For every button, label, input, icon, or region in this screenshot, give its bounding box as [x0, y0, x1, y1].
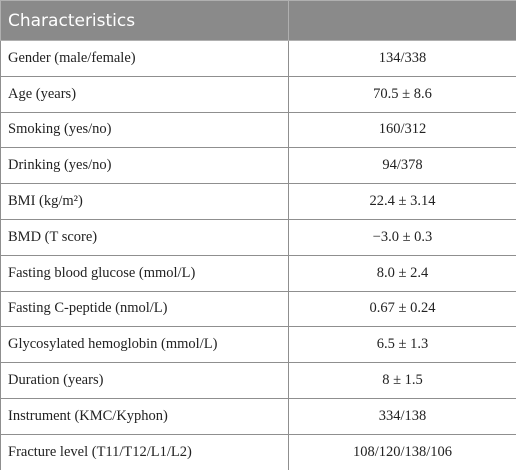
header-row: Characteristics: [0, 0, 516, 41]
row-label: BMI (kg/m²): [0, 183, 289, 220]
row-value: 334/138: [288, 397, 516, 435]
header-cell: [288, 0, 516, 41]
table-row: BMD (T score) −3.0 ± 0.3: [0, 218, 516, 256]
table-row: Fasting blood glucose (mmol/L) 8.0 ± 2.4: [0, 254, 516, 292]
row-value: 134/338: [288, 40, 516, 77]
table-row: Smoking (yes/no) 160/312: [0, 111, 516, 149]
row-value: 8 ± 1.5: [288, 362, 516, 399]
row-value: 6.5 ± 1.3: [288, 326, 516, 364]
row-value: 8.0 ± 2.4: [288, 254, 516, 292]
table-row: Drinking (yes/no) 94/378: [0, 147, 516, 185]
row-label: Glycosylated hemoglobin (mmol/L): [0, 326, 289, 364]
table-row: Age (years) 70.5 ± 8.6: [0, 75, 516, 113]
table-body: Gender (male/female) 134/338 Age (years) 70…: [0, 40, 516, 470]
row-label: Fasting blood glucose (mmol/L): [0, 254, 289, 292]
row-value: 70.5 ± 8.6: [288, 75, 516, 113]
table-row: Fracture level (T11/T12/L1/L2) 108/120/13…: [0, 433, 516, 470]
row-label: BMD (T score): [0, 218, 289, 256]
row-label: Gender (male/female): [0, 40, 289, 77]
row-label: Duration (years): [0, 362, 289, 399]
table-row: Fasting C-peptide (nmol/L) 0.67 ± 0.24: [0, 290, 516, 328]
row-value: 0.67 ± 0.24: [288, 290, 516, 328]
table-row: BMI (kg/m²) 22.4 ± 3.14: [0, 183, 516, 220]
row-label: Fasting C-peptide (nmol/L): [0, 290, 289, 328]
row-label: Fracture level (T11/T12/L1/L2): [0, 433, 289, 470]
table-row: Glycosylated hemoglobin (mmol/L) 6.5 ± 1.…: [0, 326, 516, 364]
row-value: −3.0 ± 0.3: [288, 218, 516, 256]
table-row: Instrument (KMC/Kyphon) 334/138: [0, 397, 516, 435]
row-value: 94/378: [288, 147, 516, 185]
row-label: Smoking (yes/no): [0, 111, 289, 149]
table-row: Gender (male/female) 134/338: [0, 40, 516, 77]
row-label: Age (years): [0, 75, 289, 113]
row-value: 108/120/138/106: [288, 433, 516, 470]
row-label: Instrument (KMC/Kyphon): [0, 397, 289, 435]
row-label: Drinking (yes/no): [0, 147, 289, 185]
table-row: Duration (years) 8 ± 1.5: [0, 362, 516, 399]
header-cell: Characteristics: [0, 0, 289, 41]
row-value: 160/312: [288, 111, 516, 149]
row-value: 22.4 ± 3.14: [288, 183, 516, 220]
